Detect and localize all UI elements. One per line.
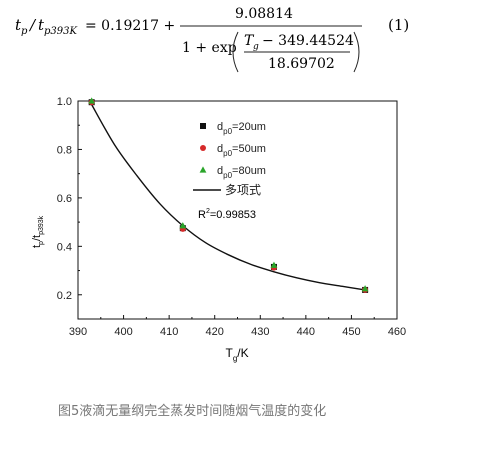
xlabel-unit: /K: [237, 346, 248, 360]
formula-inner-den: 18.69702: [268, 56, 335, 72]
legend-marker-triangle: [199, 166, 207, 173]
legend-marker-square: [200, 123, 206, 129]
y-axis-label: tp/tp393k: [31, 215, 45, 248]
y-tick-label: 0.4: [57, 241, 72, 253]
legend-label: dp0=50um: [217, 143, 266, 158]
x-tick-label: 460: [388, 326, 406, 338]
formula-lhs-sub2: p393K: [44, 26, 77, 37]
formula-numerator: 9.08814: [235, 6, 293, 22]
legend-label-sub: p0: [223, 171, 232, 180]
x-ticks: 390 400 410 420 430 440 450 460: [69, 315, 406, 338]
r2-sup: 2: [206, 208, 210, 215]
x-axis-label: Tg/K: [226, 346, 249, 363]
legend-label-rest: =20um: [232, 121, 266, 133]
legend-label-sub: p0: [223, 127, 232, 136]
ylabel-main: t: [31, 245, 43, 248]
x-tick-label: 410: [160, 326, 178, 338]
r2-rest: =0.99853: [210, 209, 256, 221]
formula-lhs-sub1: p: [21, 26, 28, 37]
xlabel-main: T: [226, 346, 234, 360]
y-tick-label: 1.0: [57, 96, 72, 108]
legend-label-main: d: [217, 121, 223, 133]
xlabel-sub: g: [233, 354, 237, 363]
fit-curve: [91, 104, 366, 291]
right-paren: [353, 31, 360, 73]
legend-label-sub: p0: [223, 149, 232, 158]
y-tick-label: 0.6: [57, 193, 72, 205]
ylabel-sub1: p: [38, 241, 45, 245]
formula-lhs-t2: t: [38, 16, 45, 34]
left-paren: [232, 31, 239, 73]
data-point-triangle: [361, 285, 369, 292]
data-point-triangle: [179, 222, 187, 229]
formula: t p / t p393K = 0.19217 + 9.08814 1 + ex…: [15, 6, 409, 73]
formula-lhs-t1: t: [15, 16, 22, 34]
ylabel-sub2: p393k: [38, 215, 45, 235]
x-tick-label: 450: [342, 326, 360, 338]
formula-den-prefix: 1 + exp: [182, 40, 237, 56]
legend-fit-label: 多项式: [225, 183, 261, 197]
y-tick-label: 0.8: [57, 144, 72, 156]
y-ticks: 0.2 0.4 0.6 0.8 1.0: [57, 96, 82, 320]
x-tick-label: 430: [251, 326, 269, 338]
formula-inner-rest: − 349.44524: [262, 33, 354, 49]
equation-number: (1): [388, 16, 409, 34]
r2-main: R: [198, 209, 206, 221]
legend-label: dp0=80um: [217, 165, 266, 180]
figure-caption: 图5液滴无量纲完全蒸发时间随烟气温度的变化: [58, 404, 327, 419]
x-tick-label: 390: [69, 326, 87, 338]
x-tick-label: 420: [206, 326, 224, 338]
r-squared-label: R2=0.99853: [198, 208, 256, 221]
legend-label-main: d: [217, 165, 223, 177]
data-point-triangle: [270, 261, 278, 268]
legend-marker-circle: [200, 145, 206, 151]
formula-lhs-sep: /: [28, 16, 37, 34]
ylabel-mid: /t: [31, 235, 43, 241]
formula-inner-T: T: [244, 33, 255, 49]
legend-label: dp0=20um: [217, 121, 266, 136]
formula-equals: = 0.19217 +: [85, 18, 175, 34]
x-tick-label: 440: [297, 326, 315, 338]
formula-inner-sub: g: [253, 42, 259, 52]
x-tick-label: 400: [114, 326, 132, 338]
legend-label-rest: =80um: [232, 165, 266, 177]
data-point-triangle: [88, 97, 96, 104]
legend-label-main: d: [217, 143, 223, 155]
chart: 390 400 410 420 430 440 450 460 0.2 0.4 0.6 0.8 1.0…: [31, 96, 406, 363]
data-markers: [88, 97, 369, 293]
y-tick-label: 0.2: [57, 290, 72, 302]
legend-label-rest: =50um: [232, 143, 266, 155]
